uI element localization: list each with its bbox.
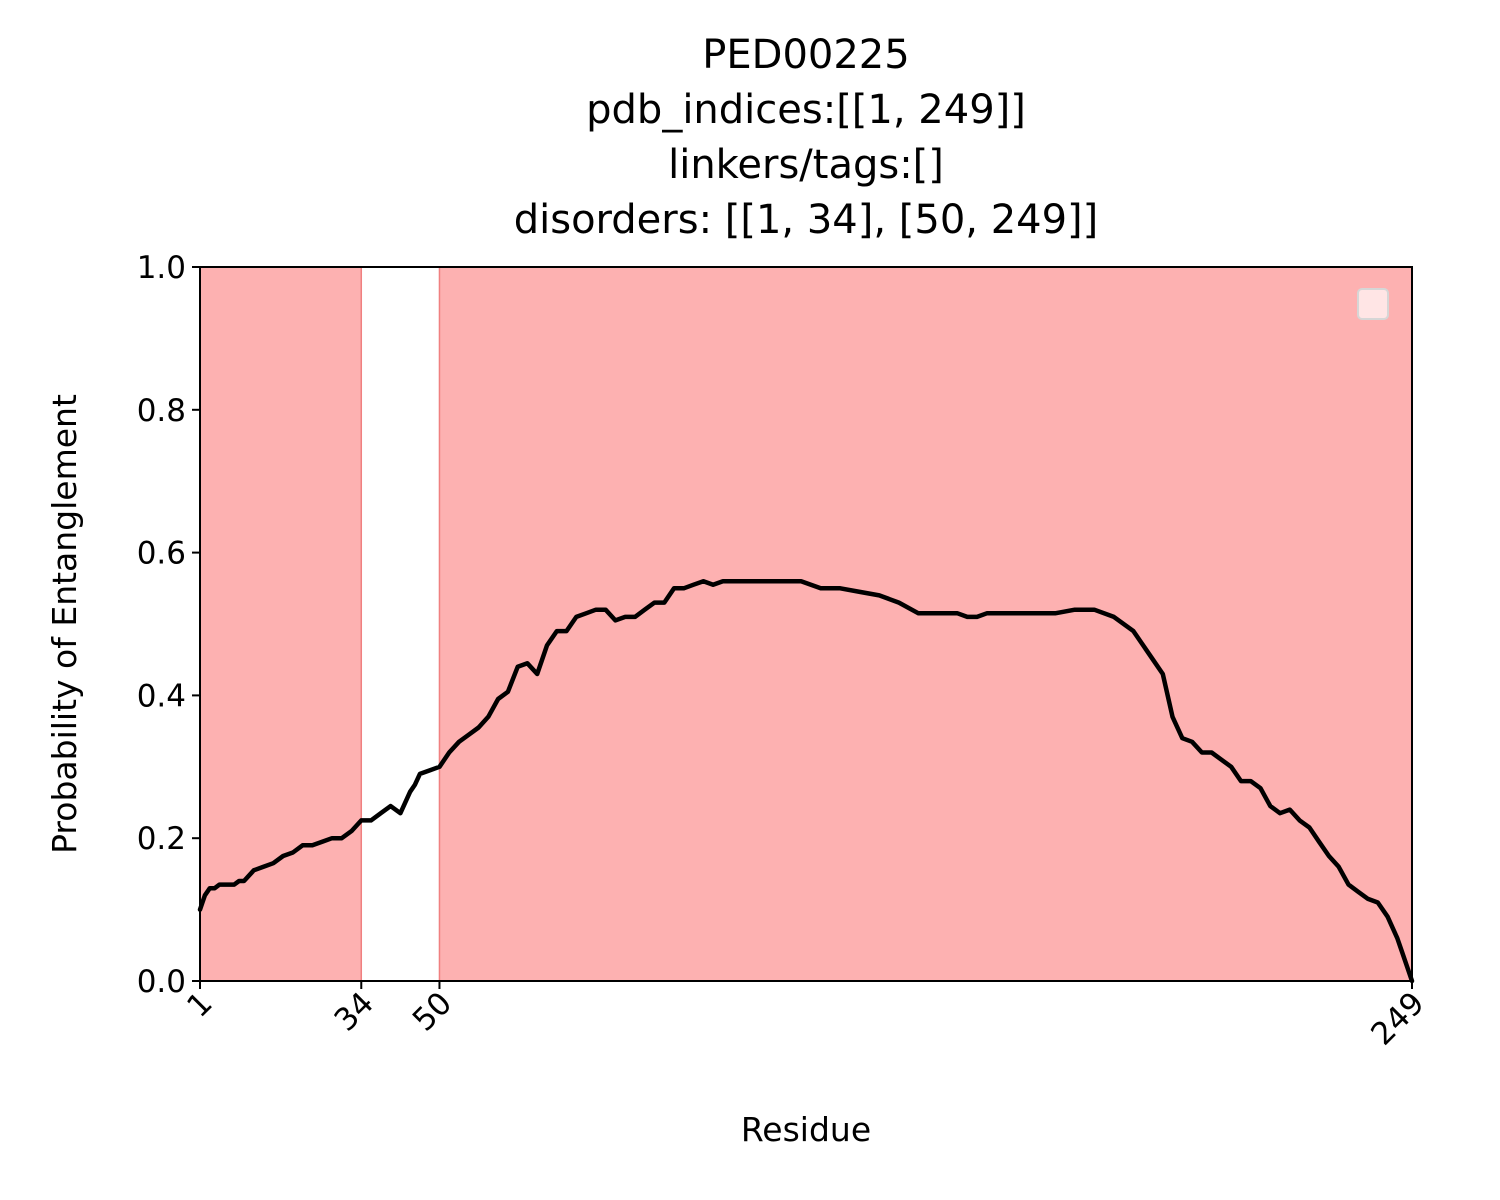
plot-frame — [199, 266, 1413, 982]
y-tick-label: 0.8 — [137, 393, 186, 429]
y-tick-label: 1.0 — [137, 250, 186, 286]
y-tick-label: 0.6 — [137, 536, 186, 572]
x-tick-label: 249 — [1364, 985, 1431, 1052]
x-tick-label: 34 — [328, 985, 381, 1038]
chart-title-line-2: pdb_indices:[[1, 249]] — [586, 87, 1026, 133]
y-axis-label: Probability of Entanglement — [45, 394, 84, 854]
y-tick-label: 0.2 — [137, 821, 186, 857]
chart-title-line-3: linkers/tags:[] — [668, 142, 944, 188]
y-tick-label: 0.0 — [137, 964, 186, 1000]
y-tick-label: 0.4 — [137, 678, 186, 714]
x-tick-label: 50 — [406, 985, 459, 1038]
chart-title: PED00225 pdb_indices:[[1, 249]] linkers/… — [0, 28, 1500, 248]
disorder-region-1 — [199, 266, 363, 982]
disorder-shading — [199, 266, 1413, 982]
series-layer — [197, 578, 1415, 984]
chart-title-line-1: PED00225 — [702, 32, 910, 78]
chart-title-line-4: disorders: [[1, 34], [50, 249]] — [513, 197, 1099, 243]
x-axis-label: Residue — [741, 1110, 871, 1149]
disorder-region-2 — [438, 266, 1413, 982]
x-tick-label: 1 — [180, 985, 219, 1024]
legend — [1357, 288, 1389, 320]
series-line-1 — [197, 578, 1415, 984]
legend-box — [1357, 288, 1389, 320]
